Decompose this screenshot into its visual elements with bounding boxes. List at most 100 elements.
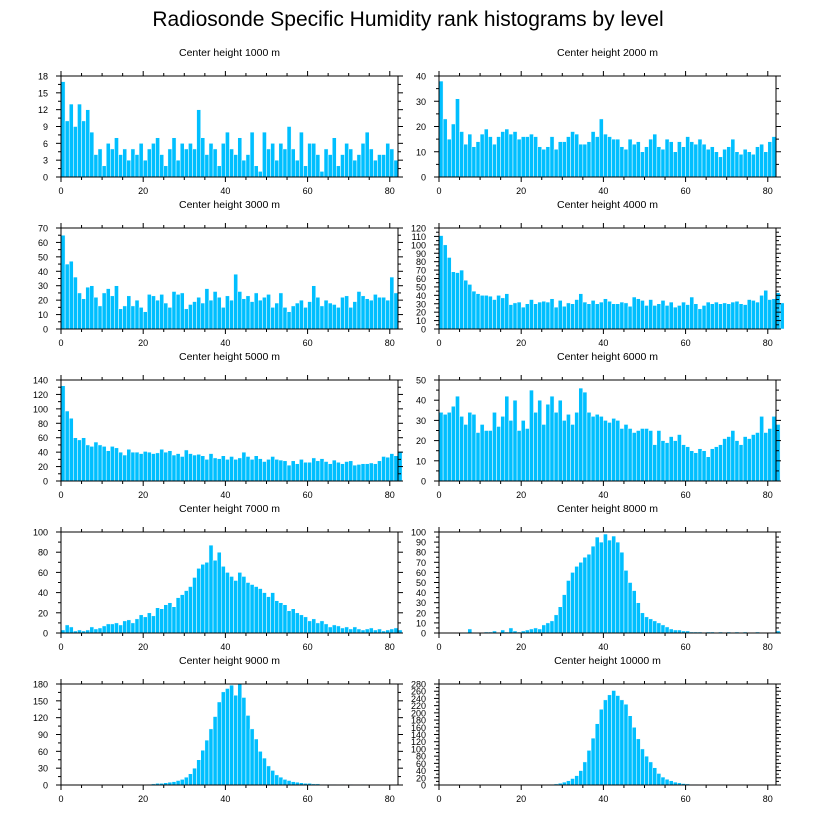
histogram-bar (68, 103, 74, 178)
histogram-bar (590, 131, 596, 178)
histogram-bar (636, 602, 641, 634)
panel-title: Center height 3000 m (179, 199, 280, 211)
histogram-bar (105, 450, 111, 482)
histogram-bar (648, 761, 653, 786)
histogram-bar (714, 301, 719, 330)
histogram-bar (295, 302, 300, 330)
histogram-bar (520, 306, 526, 330)
histogram-bar (68, 260, 74, 330)
histogram-bar (463, 424, 469, 482)
histogram-bar (155, 607, 160, 634)
histogram-bar (282, 779, 288, 786)
histogram-bar (537, 301, 542, 330)
histogram-bar (134, 154, 140, 178)
histogram-bar (611, 303, 616, 330)
histogram-panel-1: Center height 1000 m 0 20 40 60 80 0 3 6 9 12 15 18 (38, 47, 403, 196)
histogram-bar (196, 454, 201, 482)
histogram-panel-5: Center height 5000 m 0 20 40 60 80 0 20 40 60 80 10… (33, 351, 403, 500)
histogram-bar (266, 294, 271, 330)
histogram-bar (184, 776, 189, 786)
histogram-bar (734, 151, 740, 178)
histogram-bar (512, 302, 518, 330)
y-tick-label: 12 (38, 105, 48, 115)
histogram-bar (381, 297, 386, 330)
histogram-bar (105, 143, 111, 178)
histogram-bar (590, 416, 596, 482)
histogram-bar (590, 545, 596, 634)
histogram-bar (590, 737, 596, 786)
histogram-bar (389, 453, 395, 482)
histogram-bar (594, 136, 600, 178)
histogram-bar (126, 619, 132, 634)
histogram-bar (586, 412, 592, 482)
histogram-bar (738, 303, 744, 330)
histogram-bar (229, 684, 234, 786)
panel-title: Center height 8000 m (557, 503, 658, 515)
y-tick-label: 90 (416, 249, 426, 259)
histogram-bar (356, 464, 362, 482)
histogram-bar (582, 143, 588, 178)
histogram-bar (652, 133, 658, 178)
histogram-bar (463, 143, 469, 178)
histogram-bar (442, 118, 448, 178)
histogram-bar (689, 141, 695, 178)
histogram-bar (110, 148, 115, 178)
histogram-bar (594, 414, 600, 482)
histogram-bar (746, 151, 752, 178)
histogram-bar (245, 154, 251, 178)
histogram-bar (619, 551, 625, 634)
histogram-bar (352, 301, 358, 330)
histogram-bar (566, 302, 571, 330)
histogram-bar (188, 143, 193, 178)
histogram-bar (73, 276, 78, 330)
histogram-bar (258, 171, 263, 178)
histogram-bar (705, 456, 711, 482)
histogram-bar (771, 416, 777, 482)
histogram-panel-10: Center height 10000 m0 20 40 60 800204060801… (411, 655, 781, 804)
histogram-bar (755, 301, 760, 330)
histogram-bar (118, 308, 123, 330)
histogram-bar (455, 98, 460, 178)
histogram-bar (451, 271, 456, 330)
y-tick-label: 15 (38, 88, 48, 98)
histogram-bar (467, 628, 473, 634)
x-tick-label: 40 (598, 490, 608, 500)
y-tick-label: 30 (38, 764, 48, 774)
histogram-bar (258, 458, 263, 482)
histogram-bar (60, 234, 66, 330)
histogram-bar (142, 451, 148, 482)
x-tick-label: 20 (138, 186, 148, 196)
histogram-bar (303, 461, 308, 482)
histogram-bar (488, 430, 493, 482)
histogram-bar (557, 399, 563, 482)
histogram-bar (101, 292, 107, 330)
histogram-bar (483, 128, 489, 178)
histogram-bar (566, 780, 571, 786)
histogram-bar (446, 138, 452, 178)
histogram-bar (356, 291, 362, 330)
histogram-bar (278, 602, 284, 634)
histogram-bar (385, 456, 391, 482)
x-tick-label: 60 (303, 338, 313, 348)
histogram-bar (594, 536, 600, 634)
histogram-bar (270, 143, 275, 178)
histogram-bar (619, 428, 625, 482)
histogram-bar (241, 576, 247, 634)
histogram-bar (188, 304, 193, 330)
x-tick-label: 20 (138, 642, 148, 652)
histogram-bar (656, 773, 662, 786)
histogram-bar (340, 627, 345, 634)
y-tick-label: 180 (411, 716, 426, 726)
y-tick-label: 0 (421, 629, 426, 639)
histogram-bar (249, 301, 255, 330)
histogram-panel-4: Center height 4000 m0 20 40 60 8001020304050… (411, 199, 785, 348)
histogram-bar (93, 628, 99, 634)
histogram-bar (311, 285, 317, 330)
histogram-bar (216, 701, 222, 786)
histogram-bar (636, 141, 641, 178)
x-tick-label: 0 (436, 794, 441, 804)
histogram-bar (258, 588, 263, 634)
histogram-bar (631, 727, 637, 786)
histogram-bar (467, 412, 473, 482)
y-tick-label: 70 (416, 558, 426, 568)
